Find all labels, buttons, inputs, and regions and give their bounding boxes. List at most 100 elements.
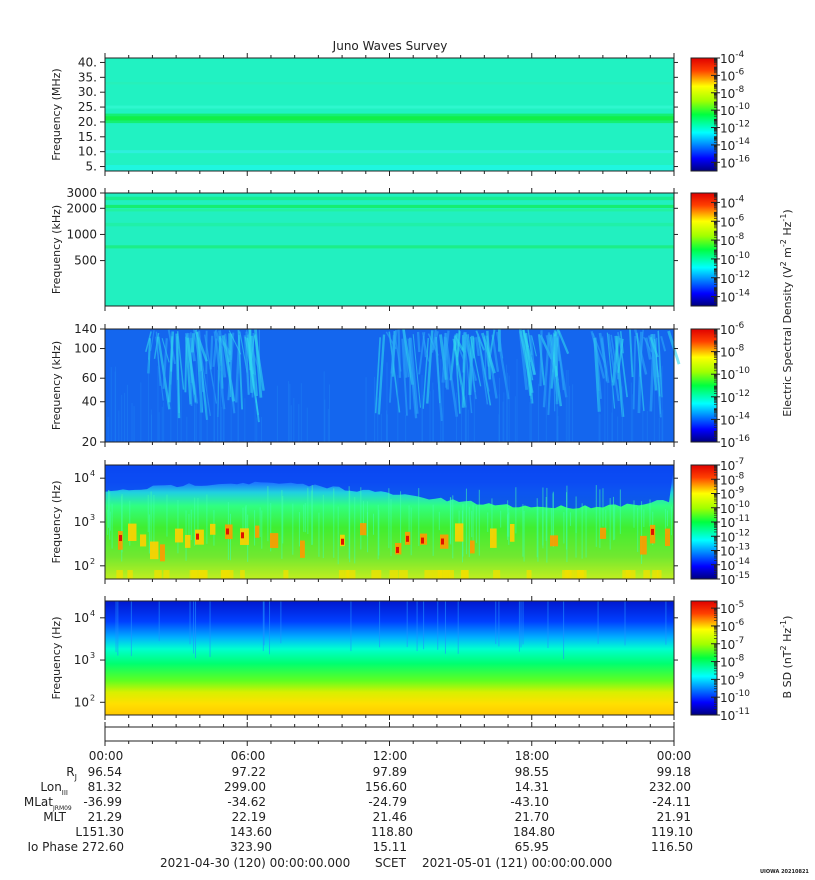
emission-streak bbox=[476, 335, 490, 392]
ephem-value: 116.50 bbox=[651, 840, 693, 854]
emission-burst bbox=[442, 570, 450, 579]
y-tick-label: 3000 bbox=[66, 186, 97, 200]
colorbar-tick-label: 10-8 bbox=[720, 85, 745, 101]
time-tick-label: 00:00 bbox=[657, 749, 692, 763]
emission-streak bbox=[617, 331, 623, 350]
y-axis-label: Frequency (kHz) bbox=[50, 341, 63, 430]
ephem-value: 21.46 bbox=[373, 810, 407, 824]
emission-streak bbox=[649, 336, 659, 358]
emission-burst bbox=[490, 528, 497, 548]
colorbar-tick-label: 10-6 bbox=[720, 67, 745, 83]
y-tick-label: 10 bbox=[74, 515, 89, 529]
ephemeris-table: RJ 96.54 97.22 97.89 98.55 99.18 LonIII … bbox=[24, 765, 693, 854]
y-axis-label: Frequency (MHz) bbox=[50, 68, 63, 160]
emission-burst bbox=[510, 523, 515, 542]
colorbar-tick-label: 10-6 bbox=[720, 213, 745, 229]
ephem-label-lon: LonIII bbox=[40, 780, 68, 797]
y-tick-label: 40. bbox=[78, 55, 97, 69]
emission-streak bbox=[186, 337, 197, 403]
emission-burst bbox=[226, 528, 229, 535]
colorbar-tick-label: 10-14 bbox=[720, 557, 750, 573]
colorbar-2: 10-4 10-6 10-8 10-10 10-12 10-14 bbox=[690, 192, 750, 307]
emission-burst bbox=[240, 528, 249, 545]
ephem-value: 21.29 bbox=[88, 810, 122, 824]
electric-colorbar-label: Electric Spectral Density (V2 m-2 Hz-1) bbox=[779, 209, 794, 416]
time-tick-label: 00:00 bbox=[89, 749, 124, 763]
emission-burst bbox=[185, 534, 191, 548]
emission-burst bbox=[191, 570, 200, 579]
y-tick-label: 10 bbox=[74, 559, 89, 573]
ephem-value: 97.89 bbox=[373, 765, 407, 779]
ephem-value: 272.60 bbox=[82, 840, 124, 854]
panel-1: 5.10.15.20.25.30.35.40. Frequency (MHz) 10… bbox=[50, 50, 750, 176]
emission-streak bbox=[555, 336, 568, 398]
emission-burst bbox=[160, 544, 165, 562]
spectrogram-background bbox=[105, 601, 674, 715]
emission-burst bbox=[657, 570, 662, 579]
spectral-band bbox=[105, 105, 674, 109]
emission-burst bbox=[163, 570, 170, 579]
y-tick-label: 20 bbox=[82, 435, 97, 449]
emission-streak bbox=[606, 332, 616, 409]
emission-burst bbox=[255, 525, 260, 538]
colorbar-tick-label: 10-12 bbox=[720, 528, 750, 544]
y-tick-label: 10 bbox=[74, 653, 89, 667]
time-tick-label: 12:00 bbox=[373, 749, 408, 763]
emission-streak bbox=[192, 329, 206, 393]
emission-streak bbox=[464, 338, 473, 414]
ephem-label-rj: RJ bbox=[66, 765, 77, 782]
emission-burst bbox=[432, 570, 443, 579]
emission-streak bbox=[548, 334, 557, 394]
colorbar-tick-label: 10-5 bbox=[720, 600, 744, 616]
footer: 2021-04-30 (120) 00:00:00.000 SCET 2021-… bbox=[160, 856, 809, 875]
emission-streak bbox=[553, 336, 558, 366]
colorbar-tick-label: 10-10 bbox=[720, 689, 750, 705]
y-tick-label: 5. bbox=[86, 160, 97, 174]
emission-burst bbox=[562, 570, 569, 579]
emission-streak bbox=[194, 329, 208, 362]
y-tick-exponent: 4 bbox=[90, 609, 95, 618]
emission-streak bbox=[607, 333, 620, 402]
emission-streak bbox=[539, 330, 543, 387]
colorbar-tick-label: 10-10 bbox=[720, 102, 750, 118]
colorbar-tick-label: 10-9 bbox=[720, 486, 745, 502]
y-axis-label: Frequency (Hz) bbox=[50, 481, 63, 564]
emission-burst bbox=[651, 528, 654, 535]
emission-burst bbox=[210, 523, 216, 535]
emission-streak bbox=[522, 329, 537, 376]
colorbar-tick-label: 10-8 bbox=[720, 471, 745, 487]
emission-streak bbox=[426, 330, 434, 404]
ephem-value: 99.18 bbox=[657, 765, 691, 779]
y-tick-label: 10 bbox=[74, 471, 89, 485]
y-tick-label: 10 bbox=[74, 611, 89, 625]
emission-burst bbox=[493, 570, 501, 579]
y-tick-label: 100 bbox=[74, 342, 97, 356]
colorbar-tick-label: 10-11 bbox=[720, 707, 750, 723]
time-strip-ticks bbox=[104, 722, 675, 746]
emission-streak bbox=[531, 335, 537, 357]
emission-burst bbox=[460, 570, 469, 579]
ephem-value: 65.95 bbox=[515, 840, 549, 854]
colorbar-gradient bbox=[690, 192, 718, 307]
ephem-value: -24.79 bbox=[368, 795, 407, 809]
emission-streak bbox=[390, 330, 398, 374]
colorbar-tick-label: 10-10 bbox=[720, 500, 750, 516]
emission-burst bbox=[643, 570, 650, 579]
y-tick-label: 500 bbox=[74, 254, 97, 268]
emission-burst bbox=[140, 534, 147, 547]
time-axis: 00:00 06:00 12:00 18:00 00:00 bbox=[89, 749, 692, 763]
ephem-value: -24.11 bbox=[652, 795, 691, 809]
y-tick-label: 60 bbox=[82, 371, 97, 385]
colorbar-tick-label: 10-14 bbox=[720, 289, 750, 305]
emission-burst bbox=[421, 537, 424, 544]
y-tick-label: 10. bbox=[78, 145, 97, 159]
emission-burst bbox=[652, 570, 659, 579]
colorbar-tick-label: 10-15 bbox=[720, 571, 750, 587]
emission-burst bbox=[389, 570, 399, 579]
emission-streak bbox=[614, 335, 625, 417]
emission-streak bbox=[431, 328, 437, 353]
emission-streak bbox=[593, 337, 601, 412]
y-tick-exponent: 2 bbox=[90, 557, 95, 566]
ephem-value: 118.80 bbox=[371, 825, 413, 839]
